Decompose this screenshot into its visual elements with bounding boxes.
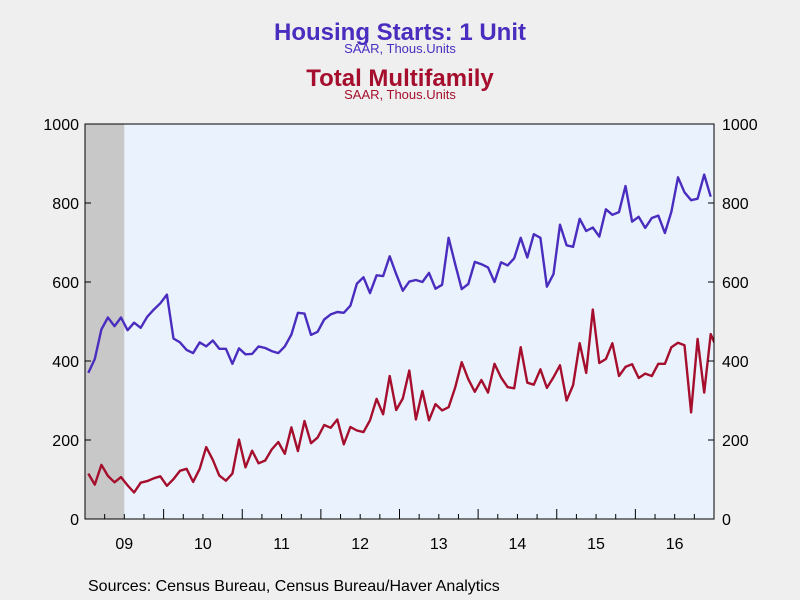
x-tick-label: 13 [430,536,448,553]
plot-area [85,124,714,519]
y-tick-label-right: 600 [722,275,749,292]
y-tick-label-right: 400 [722,354,749,371]
y-tick-label-right: 0 [722,512,731,529]
y-tick-label-left: 1000 [43,117,79,134]
y-tick-label-left: 400 [52,354,79,371]
x-tick-label: 11 [273,536,290,553]
x-tick-label: 12 [351,536,369,553]
chart-subtitle-2: SAAR, Thous.Units [344,87,456,102]
x-tick-label: 14 [509,536,527,553]
y-tick-label-left: 600 [52,275,79,292]
y-tick-label-left: 800 [52,196,79,213]
x-tick-label: 10 [194,536,212,553]
y-tick-label-right: 1000 [722,117,758,134]
y-tick-label-right: 200 [722,433,749,450]
x-tick-label: 15 [587,536,605,553]
chart-title-1: Housing Starts: 1 Unit [273,19,526,46]
chart-subtitle-1: SAAR, Thous.Units [344,41,456,56]
series-line-total-multifamily [87,308,714,494]
source-note: Sources: Census Bureau, Census Bureau/Ha… [88,578,500,595]
y-tick-label-left: 200 [52,433,79,450]
x-tick-label: 16 [666,536,684,553]
series-line-housing-starts-1-unit [87,173,712,374]
y-tick-label-right: 800 [722,196,749,213]
x-tick-label: 09 [115,536,133,553]
chart-title-2: Total Multifamily [306,65,494,92]
y-tick-label-left: 0 [70,512,79,529]
